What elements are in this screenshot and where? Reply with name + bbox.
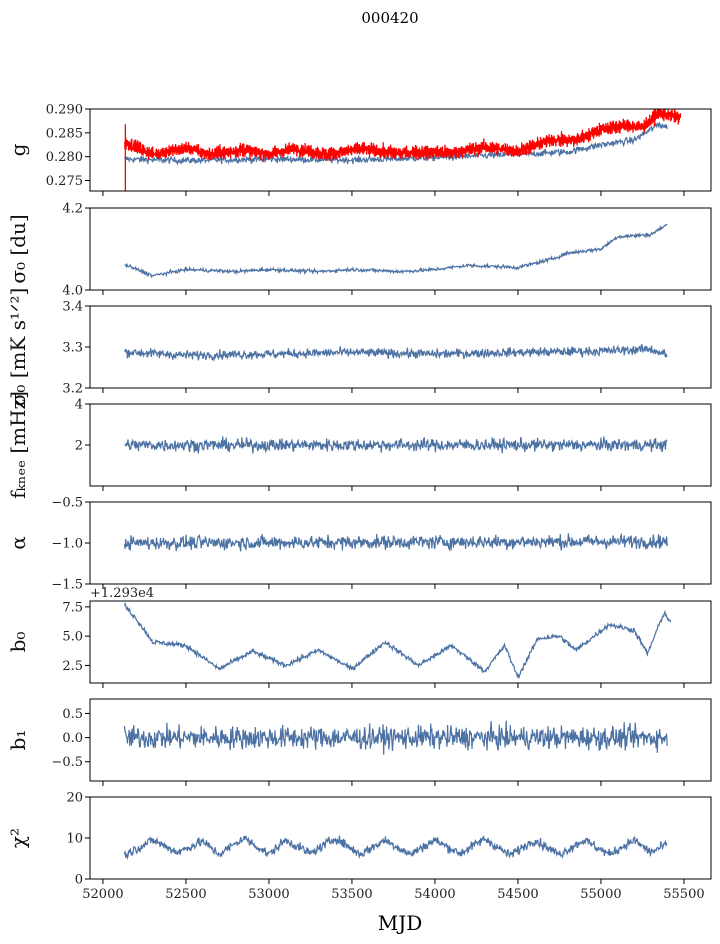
y-tick-label: 4.2 bbox=[62, 202, 83, 217]
y-tick-label: 3.4 bbox=[62, 300, 83, 315]
chart-title: 000420 bbox=[361, 9, 418, 27]
y-tick-label: 3.3 bbox=[62, 341, 83, 356]
x-tick-label: 53000 bbox=[248, 887, 289, 902]
y-tick-label: 2.5 bbox=[62, 659, 83, 674]
y-tick-label: 10 bbox=[66, 832, 83, 847]
x-tick-label: 54500 bbox=[497, 887, 538, 902]
x-tick-label: 52500 bbox=[165, 887, 206, 902]
series-line-b0 bbox=[123, 601, 672, 679]
x-tick-label: 55000 bbox=[580, 887, 621, 902]
y-tick-label: 2 bbox=[75, 439, 83, 454]
x-tick-label: 54000 bbox=[414, 887, 455, 902]
y-axis-label: b₀ bbox=[6, 632, 30, 653]
series-line-b1 bbox=[123, 720, 668, 755]
y-tick-label: 7.5 bbox=[62, 600, 83, 615]
y-tick-label: −1.0 bbox=[51, 537, 83, 552]
y-tick-label: 0.280 bbox=[46, 150, 83, 165]
panel-4: −1.5 −1.0 −0.5 α bbox=[6, 496, 712, 593]
y-axis-label: b₁ bbox=[6, 730, 30, 751]
y-axis-label: χ² bbox=[6, 828, 30, 848]
series-line-alpha bbox=[123, 532, 668, 552]
panel-0: 0.275 0.280 0.285 0.290 g bbox=[6, 103, 712, 196]
y-tick-label: 4 bbox=[75, 398, 83, 413]
y-tick-label: 0.285 bbox=[46, 126, 83, 141]
axes-frame bbox=[89, 108, 712, 192]
axes-frame bbox=[89, 698, 712, 782]
y-tick-label: −0.5 bbox=[51, 755, 83, 770]
x-tick-label: 52000 bbox=[82, 887, 123, 902]
x-tick-label: 53500 bbox=[331, 887, 372, 902]
y-offset-text: +1.293e4 bbox=[90, 586, 154, 601]
axes-frame bbox=[89, 796, 712, 880]
y-tick-label: 0 bbox=[75, 873, 83, 888]
y-tick-label: 0.5 bbox=[62, 707, 83, 722]
y-axis-label: σ₀ [mK s¹ᐟ²] bbox=[6, 288, 30, 407]
series-line-sigma0_mK bbox=[124, 343, 668, 363]
panel-2: 3.2 3.3 3.4 σ₀ [mK s¹ᐟ²] bbox=[6, 288, 712, 407]
axes-frame bbox=[89, 207, 712, 291]
series-line-chi2 bbox=[123, 835, 668, 860]
x-tick-label: 55500 bbox=[663, 887, 704, 902]
panel-6: −0.5 0.0 0.5 b₁ bbox=[6, 698, 712, 786]
y-axis-label: g bbox=[6, 143, 30, 156]
y-tick-label: 3.2 bbox=[62, 382, 83, 397]
panel-7: 0 10 20 52000 52500 53000 53500 54000 54500 55000… bbox=[6, 791, 712, 902]
y-axis-label: α bbox=[6, 536, 30, 550]
y-tick-label: 5.0 bbox=[62, 630, 83, 645]
panel-5: 2.5 5.0 7.5 b₀ +1.293e4 bbox=[6, 586, 712, 688]
y-tick-label: 0.0 bbox=[62, 731, 83, 746]
series-line-fknee bbox=[124, 436, 668, 454]
series-line-sigma0_du bbox=[124, 223, 668, 279]
x-axis-label: MJD bbox=[378, 911, 423, 935]
y-tick-label: 20 bbox=[66, 791, 83, 806]
axes-frame bbox=[89, 600, 712, 684]
y-axis-label: σ₀ [du] bbox=[6, 214, 30, 283]
y-tick-label: 4.0 bbox=[62, 284, 83, 299]
y-axis-label: fₖₙₑₑ [mHz] bbox=[6, 391, 30, 499]
y-tick-label: 0.290 bbox=[46, 103, 83, 118]
y-tick-label: 0.275 bbox=[46, 174, 83, 189]
y-tick-label: −0.5 bbox=[51, 496, 83, 511]
panel-3: 2 4 fₖₙₑₑ [mHz] bbox=[6, 391, 712, 499]
y-tick-label: −1.5 bbox=[51, 578, 83, 593]
series-line-g-model bbox=[124, 109, 682, 191]
panel-1: 4.0 4.2 σ₀ [du] bbox=[6, 202, 712, 299]
